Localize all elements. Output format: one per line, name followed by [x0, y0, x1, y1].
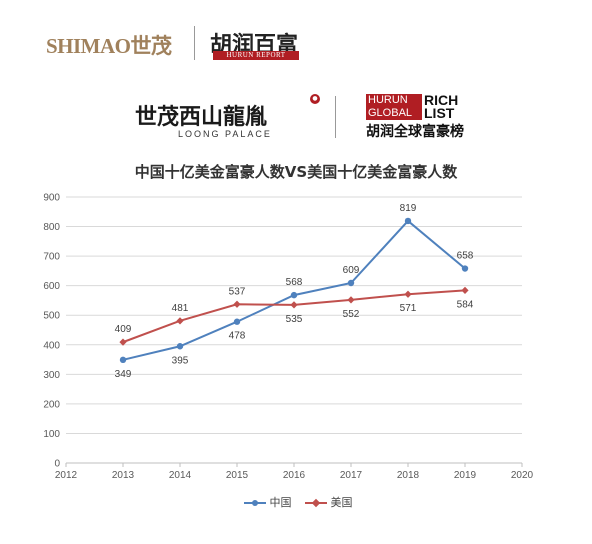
data-label-usa: 535 — [286, 314, 303, 325]
point-usa — [290, 301, 298, 309]
point-china — [290, 291, 298, 299]
data-label-usa: 481 — [172, 303, 189, 314]
legend-label-china: 中国 — [269, 496, 292, 509]
rich-list-hurun: HURUN — [366, 94, 422, 107]
y-tick-label: 800 — [43, 222, 60, 233]
data-label-china: 395 — [172, 355, 189, 366]
loong-palace-subtitle: LOONG PALACE — [178, 129, 272, 139]
y-tick-label: 500 — [43, 311, 60, 322]
data-label-usa: 537 — [229, 286, 246, 297]
rich-list-logo: HURUN GLOBAL — [366, 94, 422, 120]
rich-list-right: RICH LIST — [424, 92, 459, 121]
hurun-report-label: HURUN REPORT — [213, 51, 299, 60]
y-tick-label: 600 — [43, 281, 60, 292]
x-tick-label: 2018 — [397, 470, 420, 481]
x-tick-label: 2017 — [340, 470, 363, 481]
point-usa — [461, 286, 469, 294]
point-china — [461, 265, 469, 272]
y-tick-label: 200 — [43, 399, 60, 410]
y-tick-label: 0 — [54, 459, 60, 470]
rich-list-rich: RICH — [424, 92, 459, 108]
x-tick-label: 2014 — [169, 470, 192, 481]
x-tick-label: 2016 — [283, 470, 306, 481]
point-china — [404, 217, 412, 225]
y-tick-label: 400 — [43, 340, 60, 351]
badge-icon: ● — [310, 94, 320, 104]
point-china — [119, 356, 127, 364]
legend-item-china: 中国 — [244, 494, 292, 510]
logo-divider-2 — [335, 96, 336, 138]
point-usa — [119, 338, 127, 346]
x-tick-label: 2012 — [55, 470, 78, 481]
data-label-usa: 584 — [457, 299, 474, 310]
loong-palace-logo: 世茂西山龍胤 — [135, 104, 268, 130]
legend-label-usa: 美国 — [330, 496, 353, 509]
data-label-china: 609 — [343, 265, 360, 276]
point-usa — [233, 300, 241, 308]
x-tick-label: 2015 — [226, 470, 249, 481]
logo-divider — [194, 26, 195, 60]
legend-swatch-china — [244, 498, 266, 508]
point-usa — [176, 317, 184, 325]
x-tick-label: 2019 — [454, 470, 477, 481]
point-china — [347, 279, 355, 287]
y-tick-label: 300 — [43, 370, 60, 381]
rich-list-list: LIST — [424, 105, 455, 121]
point-usa — [404, 290, 412, 298]
data-label-china: 349 — [115, 369, 132, 380]
data-label-china: 819 — [400, 203, 417, 214]
data-label-china: 568 — [286, 277, 303, 288]
point-china — [233, 318, 241, 325]
point-china — [176, 343, 184, 350]
data-label-usa: 552 — [343, 309, 360, 320]
chart-title: 中国十亿美金富豪人数VS美国十亿美金富豪人数 — [134, 163, 458, 181]
series-line-china — [122, 219, 466, 361]
data-label-china: 658 — [457, 251, 474, 262]
y-tick-label: 700 — [43, 252, 60, 263]
x-tick-label: 2020 — [511, 470, 534, 481]
rich-list-cn: 胡润全球富豪榜 — [366, 124, 464, 140]
legend-swatch-usa — [305, 498, 327, 508]
chart-legend: 中国 美国 — [244, 494, 363, 510]
data-label-usa: 571 — [400, 303, 417, 314]
shimao-logo: SHIMAO世茂 — [46, 34, 172, 58]
y-tick-label: 900 — [43, 193, 60, 204]
data-label-china: 478 — [229, 331, 246, 342]
rich-list-global: GLOBAL — [366, 107, 422, 120]
point-usa — [347, 296, 355, 304]
legend-item-usa: 美国 — [305, 494, 353, 510]
y-tick-label: 100 — [43, 429, 60, 440]
x-tick-label: 2013 — [112, 470, 135, 481]
data-label-usa: 409 — [115, 324, 132, 335]
